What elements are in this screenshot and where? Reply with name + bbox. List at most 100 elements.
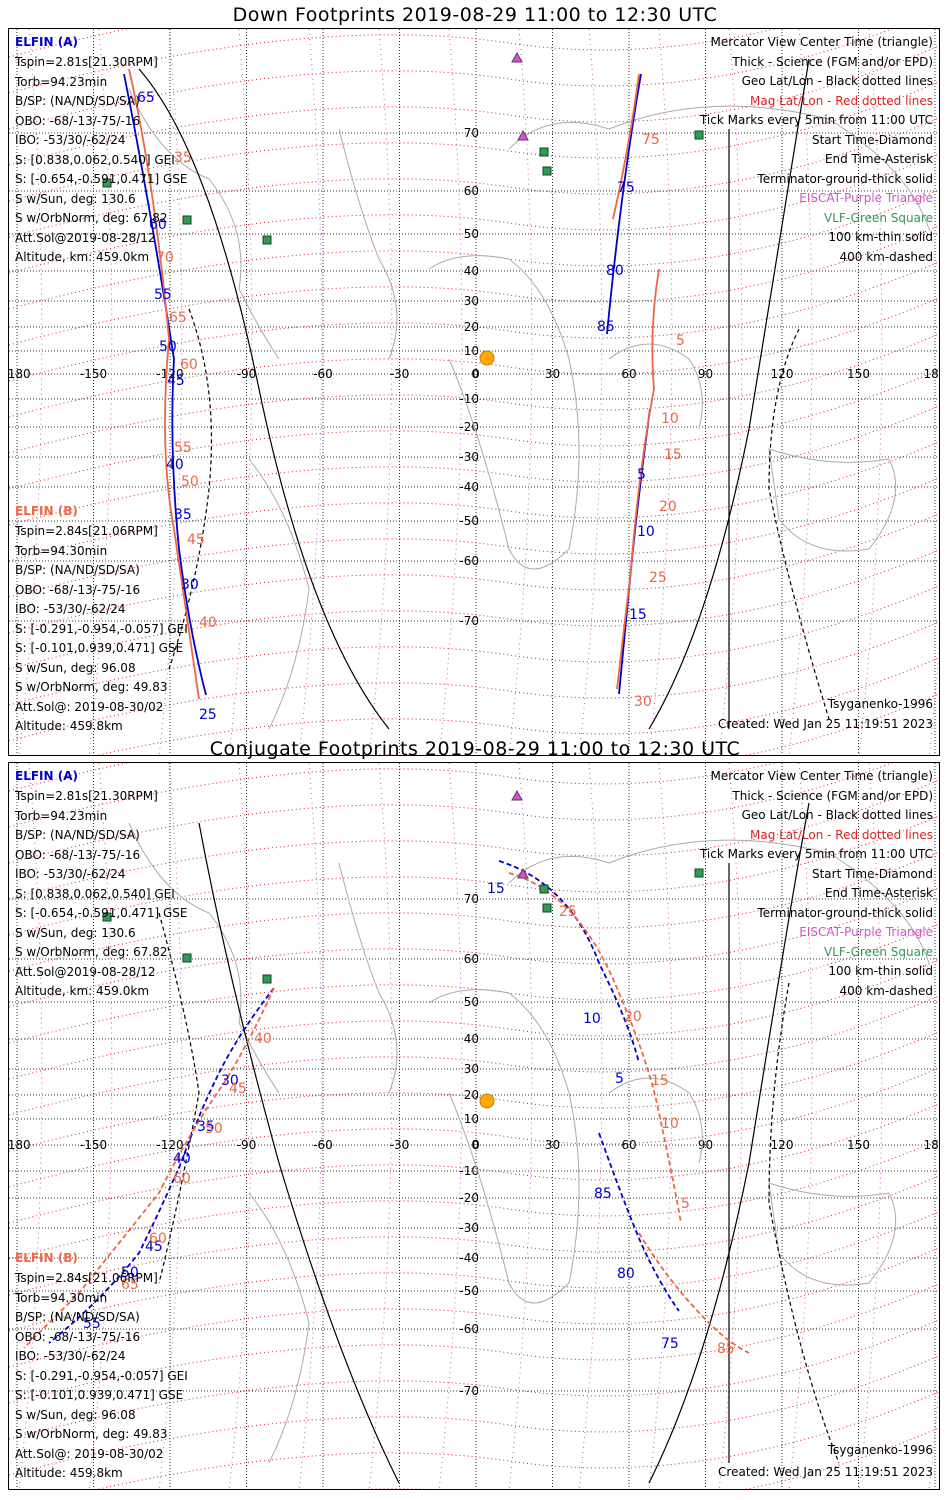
coastline	[338, 128, 398, 360]
coastline	[338, 862, 398, 1094]
legend-item: Start Time-Diamond	[811, 866, 933, 881]
elfin-a-tick-label: 60	[149, 217, 167, 233]
elfin-b-header: ELFIN (B)	[15, 1251, 78, 1265]
elfin-b-info-line: Tspin=2.84s[21.06RPM]	[15, 1271, 158, 1285]
elfin-b-tick-label: 70	[156, 250, 174, 266]
elfin-b-tick-label: 15	[664, 447, 682, 463]
longitude-tick-label: 120	[771, 1138, 794, 1152]
elfin-a-info-line: OBO: -68/-13/-75/-16	[15, 113, 141, 128]
elfin-b-info-line: Att.Sol@: 2019-08-30/02	[15, 1446, 164, 1461]
elfin-b-header: ELFIN (B)	[15, 504, 78, 518]
elfin-a-info-line: S w/OrbNorm, deg: 67.82	[15, 945, 168, 959]
longitude-tick-label: 0	[472, 367, 480, 381]
elfin-a-tick-label: 55	[83, 1316, 101, 1332]
longitude-tick-label: -60	[313, 1138, 333, 1152]
latitude-tick-label: 0	[471, 367, 479, 381]
eiscat-triangle-icon	[517, 867, 529, 879]
elfin-b-tick-label: 50	[205, 1121, 223, 1137]
elfin-a-tick-label: 40	[173, 1151, 191, 1167]
latitude-tick-label: 60	[464, 184, 479, 198]
longitude-tick-label: -120	[156, 367, 183, 381]
latitude-tick-label: 70	[464, 126, 479, 140]
elfin-a-track	[498, 860, 640, 1064]
longitude-tick-label: 180	[924, 367, 940, 381]
vlf-square-icon	[102, 178, 112, 188]
elfin-a-header: ELFIN (A)	[15, 769, 78, 783]
elfin-b-info-line: S: [-0.291,-0.954,-0.057] GEI	[15, 1368, 188, 1383]
elfin-a-info-line: Att.Sol@2019-08-28/12	[15, 230, 156, 245]
elfin-b-tick-label: 30	[634, 694, 652, 710]
elfin-b-info-line: S w/Sun, deg: 96.08	[15, 1407, 136, 1422]
map-canvas-conjugate: -180 -150 -120 -90 -60 -30 0 30 60 90 120 150 180 70 6…	[9, 763, 940, 1489]
elfin-b-info-line: Torb=94.30min	[15, 1290, 108, 1305]
legend-item: Terminator-ground-thick solid	[757, 171, 933, 186]
mag-latitude-line	[9, 1031, 939, 1152]
elfin-b-tick-label: 75	[642, 132, 660, 148]
latitude-tick-label: 50	[464, 995, 479, 1009]
vlf-square-icon	[694, 868, 704, 878]
elfin-a-track	[48, 987, 275, 1344]
mag-longitude-line	[298, 763, 323, 1489]
longitude-tick-label: -180	[9, 367, 31, 381]
legend-item: VLF-Green Square	[824, 944, 933, 959]
elfin-b-tick-label: 60	[173, 1171, 191, 1187]
elfin-a-tick-label: 75	[617, 180, 635, 196]
latitude-tick-label: -30	[459, 1221, 479, 1235]
elfin-a-tick-label: 75	[661, 1336, 679, 1352]
elfin-a-tick-label: 35	[197, 1119, 215, 1135]
elfin-b-track	[616, 268, 660, 690]
mag-longitude-line	[788, 29, 813, 755]
elfin-a-info-line: Att.Sol@2019-08-28/12	[15, 964, 156, 979]
longitude-tick-label: -60	[313, 367, 333, 381]
longitude-tick-label: -30	[390, 367, 410, 381]
coastline	[248, 1192, 310, 1464]
legend-item: Start Time-Diamond	[811, 132, 933, 147]
mag-latitude-line	[9, 261, 939, 382]
elfin-a-tick-label: 60	[939, 1378, 940, 1394]
latitude-tick-label: -30	[459, 450, 479, 464]
elfin-b-info-line: Torb=94.30min	[15, 543, 108, 558]
longitude-tick-label: 90	[698, 1138, 713, 1152]
model-label: Tsyganenko-1996	[827, 697, 933, 711]
mag-latitude-line	[9, 1067, 939, 1188]
elfin-a-tick-label: 25	[199, 707, 217, 723]
coastline	[608, 343, 703, 430]
mag-longitude-line	[298, 29, 323, 755]
longitude-tick-label: -90	[237, 1138, 257, 1152]
elfin-a-tick-label: 85	[597, 319, 615, 335]
legend-item: End Time-Asterisk	[824, 886, 933, 900]
latitude-tick-label: 0	[471, 1138, 479, 1152]
coastline	[508, 839, 930, 964]
legend-item: Thick - Science (FGM and/or EPD)	[732, 788, 933, 803]
elfin-a-tick-label: 10	[583, 1011, 601, 1027]
elfin-a-tick-label: 40	[166, 457, 184, 473]
panel-title-conjugate: Conjugate Footprints 2019-08-29 11:00 to…	[209, 738, 741, 760]
elfin-a-tick-label: 85	[594, 1186, 612, 1202]
coastline	[128, 822, 280, 1094]
elfin-b-info-line: IBO: -53/30/-62/24	[15, 1349, 126, 1363]
elfin-b-tick-label: 40	[254, 1031, 272, 1047]
elfin-a-info-line: B/SP: (NA/ND/SD/SA)	[15, 828, 140, 842]
elfin-a-info-line: IBO: -53/30/-62/24	[15, 133, 126, 147]
elfin-b-tick-label: 45	[229, 1081, 247, 1097]
longitude-tick-label: 150	[847, 1138, 870, 1152]
latitude-tick-label: -50	[459, 1284, 479, 1298]
latitude-tick-label: 70	[464, 892, 479, 906]
elfin-a-tick-label: 45	[145, 1239, 163, 1255]
elfin-a-tick-label: 35	[174, 507, 192, 523]
elfin-a-info-line: S w/Sun, deg: 130.6	[15, 925, 136, 940]
legend-item: VLF-Green Square	[824, 210, 933, 225]
mag-latitude-line	[9, 297, 939, 418]
mag-longitude-line	[718, 29, 743, 755]
map-canvas-down: -180 -150 -120 -90 -60 -30 0 30 60 90 120 150 180 70 6…	[9, 29, 940, 755]
mag-longitude-line	[578, 29, 603, 755]
mag-latitude-line	[9, 81, 939, 202]
longitude-tick-label: -90	[237, 367, 257, 381]
elfin-b-info-line: S w/Sun, deg: 96.08	[15, 660, 136, 675]
longitude-tick-label: 60	[621, 367, 636, 381]
mag-latitude-line	[96, 657, 939, 755]
elfin-b-tick-label: 85	[717, 1341, 735, 1357]
elfin-a-tick-label: 45	[167, 373, 185, 389]
vlf-square-icon	[542, 903, 552, 913]
elfin-a-tick-label: 15	[487, 881, 505, 897]
